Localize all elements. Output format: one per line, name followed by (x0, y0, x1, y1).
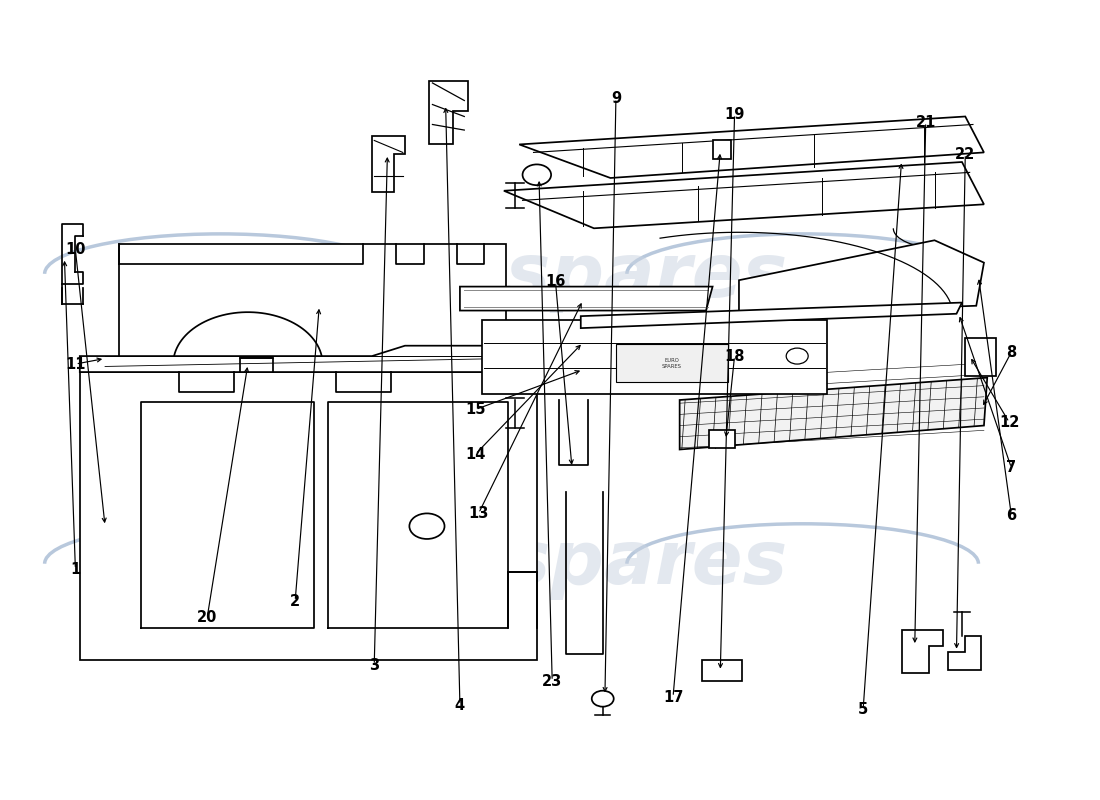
Text: 1: 1 (70, 562, 80, 577)
Text: 21: 21 (915, 114, 936, 130)
Polygon shape (948, 635, 981, 670)
Polygon shape (710, 430, 735, 448)
Text: 17: 17 (663, 690, 683, 705)
Circle shape (592, 690, 614, 706)
Text: 19: 19 (725, 106, 745, 122)
Text: 20: 20 (197, 610, 218, 625)
Text: eurospares: eurospares (312, 240, 788, 313)
Polygon shape (429, 81, 468, 145)
Text: 4: 4 (455, 698, 465, 713)
Text: 14: 14 (465, 447, 485, 462)
Polygon shape (616, 344, 728, 382)
Text: 15: 15 (465, 402, 485, 417)
Polygon shape (680, 378, 987, 450)
Text: EURO
SPARES: EURO SPARES (662, 358, 682, 369)
Text: 23: 23 (542, 674, 562, 689)
Text: 10: 10 (65, 242, 86, 258)
Text: 2: 2 (290, 594, 300, 609)
Polygon shape (80, 346, 541, 372)
Text: 18: 18 (724, 349, 745, 363)
Text: 13: 13 (469, 506, 488, 521)
Text: eurospares: eurospares (312, 527, 788, 600)
Polygon shape (519, 117, 984, 178)
Polygon shape (739, 240, 984, 314)
Polygon shape (460, 286, 713, 310)
Text: 22: 22 (955, 146, 976, 162)
Text: 3: 3 (370, 658, 379, 673)
Polygon shape (713, 140, 732, 159)
Polygon shape (372, 137, 405, 192)
Text: 8: 8 (1006, 345, 1016, 359)
Polygon shape (504, 162, 984, 228)
Polygon shape (119, 244, 506, 364)
Text: 16: 16 (546, 274, 565, 290)
Polygon shape (702, 659, 743, 681)
Text: 11: 11 (65, 357, 86, 371)
Text: 7: 7 (1006, 460, 1016, 475)
Polygon shape (482, 320, 827, 394)
Circle shape (522, 165, 551, 185)
Text: 12: 12 (999, 415, 1020, 430)
Circle shape (409, 514, 444, 539)
Polygon shape (966, 338, 996, 376)
Text: 6: 6 (1006, 508, 1016, 523)
Polygon shape (80, 372, 537, 659)
Circle shape (786, 348, 808, 364)
Polygon shape (581, 302, 962, 328)
Text: 9: 9 (610, 90, 621, 106)
Polygon shape (902, 630, 944, 673)
Text: 5: 5 (858, 702, 868, 718)
